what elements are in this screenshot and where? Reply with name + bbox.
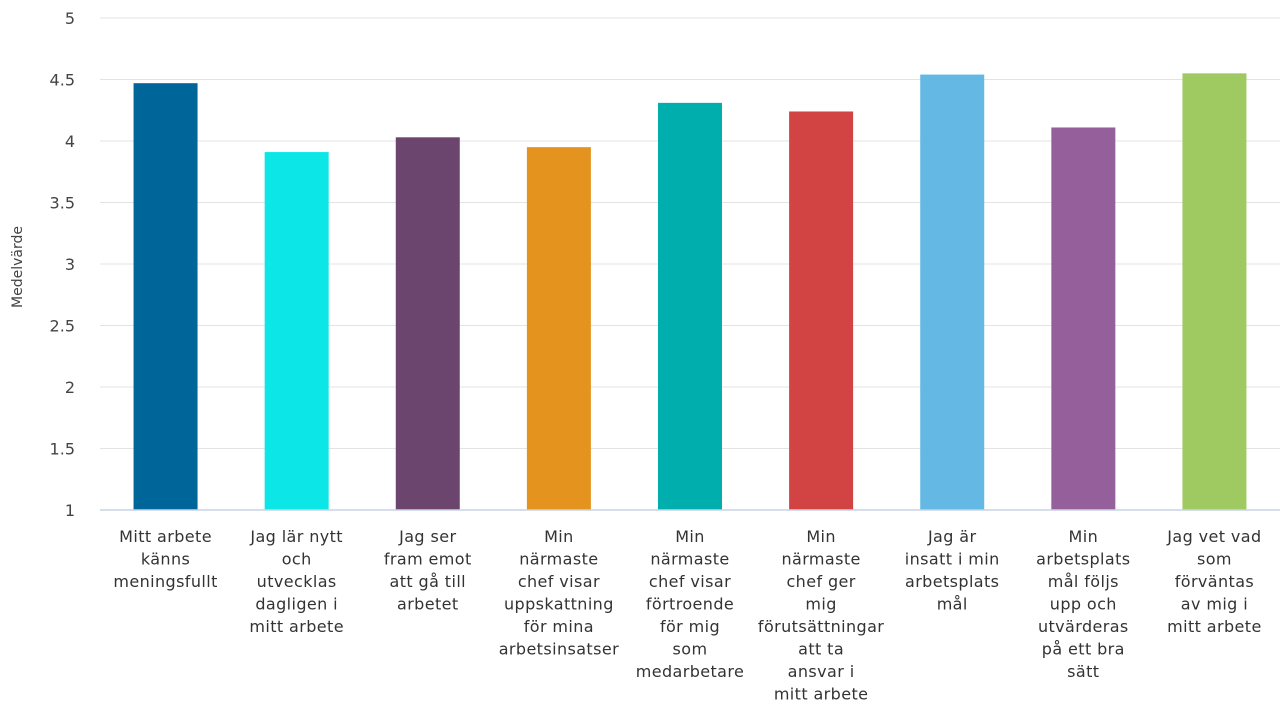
x-tick-label: Min närmaste chef visar förtroende för mig so… xyxy=(636,527,745,681)
x-tick-label: Jag vet vad som förväntas av mig i mitt arbe… xyxy=(1166,527,1261,636)
bar xyxy=(920,74,985,510)
y-tick-label: 2.5 xyxy=(50,317,75,336)
bar xyxy=(133,83,198,510)
bar xyxy=(526,147,591,510)
y-tick-label: 1.5 xyxy=(50,440,75,459)
x-tick-label: Min närmaste chef ger mig förutsättningar att… xyxy=(758,527,884,704)
bar xyxy=(658,102,722,511)
bar xyxy=(789,111,854,510)
y-tick-label: 3 xyxy=(65,255,75,274)
x-tick-label: Jag lär nytt och utvecklas dagligen i mitt a… xyxy=(249,527,344,636)
x-tick-label: Jag är insatt i min arbetsplats mål xyxy=(905,527,1000,614)
y-axis-ticks: 1 1.5 2 2.5 3 3.5 4 4.5 5 xyxy=(50,9,75,520)
bar xyxy=(1051,127,1116,510)
y-tick-label: 3.5 xyxy=(50,194,75,213)
bars xyxy=(133,73,1247,511)
bar xyxy=(395,137,460,510)
x-axis-labels: Mitt arbete känns meningsfullt Jag lär nytt… xyxy=(113,527,1261,704)
y-tick-label: 1 xyxy=(65,501,75,520)
bar xyxy=(1182,73,1247,510)
y-tick-label: 4 xyxy=(65,132,75,151)
bar xyxy=(264,152,329,510)
y-tick-label: 2 xyxy=(65,378,75,397)
x-tick-label: Mitt arbete känns meningsfullt xyxy=(113,527,217,591)
y-tick-label: 4.5 xyxy=(50,71,75,90)
y-tick-label: 5 xyxy=(65,9,75,28)
x-tick-label: Min närmaste chef visar uppskattning för min… xyxy=(499,527,619,659)
y-axis-label: Medelvärde xyxy=(10,226,26,308)
x-tick-label: Jag ser fram emot att gå till arbetet xyxy=(384,527,472,614)
x-tick-label: Min arbetsplats mål följs upp och utvärderas… xyxy=(1036,527,1130,681)
